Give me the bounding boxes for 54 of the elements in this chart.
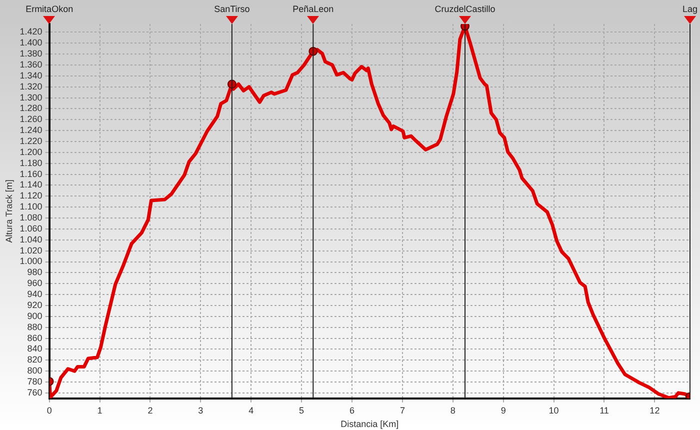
y-tick-label: 1.320 (20, 81, 42, 92)
y-tick-label: 1.160 (20, 168, 42, 179)
x-tick-label: 3 (198, 405, 204, 416)
y-tick-label: 760 (27, 387, 42, 398)
y-tick-label: 1.400 (20, 38, 42, 48)
x-tick-label: 0 (46, 405, 52, 416)
y-tick-label: 900 (27, 310, 42, 321)
y-tick-label: 1.100 (20, 202, 42, 212)
y-tick-label: 1.380 (20, 48, 42, 59)
y-tick-label: 1.040 (20, 234, 42, 244)
x-tick-label: 9 (500, 405, 506, 416)
x-axis-title: Distancia [Km] (340, 419, 399, 430)
y-tick-label: 1.420 (20, 26, 42, 37)
y-tick-label: 1.180 (20, 158, 42, 168)
y-tick-label: 820 (27, 354, 42, 365)
x-tick-label: 7 (400, 405, 405, 416)
y-tick-label: 1.080 (20, 212, 42, 223)
y-tick-label: 920 (27, 300, 42, 310)
ref-line-label: CruzdelCastillo (434, 4, 496, 14)
ref-line-label: SanTirso (214, 4, 250, 14)
y-tick-label: 940 (27, 289, 42, 300)
x-tick-label: 10 (548, 405, 559, 416)
x-tick-label: 8 (450, 405, 456, 416)
x-tick-label: 1 (97, 405, 102, 416)
x-tick-label: 12 (650, 405, 660, 416)
y-tick-label: 880 (27, 322, 42, 332)
ref-line-label: ErmitaOkon (26, 4, 74, 14)
y-tick-label: 860 (27, 332, 42, 343)
y-tick-label: 1.060 (20, 223, 42, 234)
y-tick-label: 1.000 (20, 256, 42, 266)
y-tick-label: 1.240 (20, 125, 42, 136)
y-tick-label: 780 (27, 376, 42, 386)
y-tick-label: 800 (27, 366, 42, 376)
y-tick-label: 1.340 (20, 70, 42, 80)
y-tick-label: 1.120 (20, 190, 42, 201)
y-tick-label: 840 (27, 344, 42, 354)
x-tick-label: 4 (248, 405, 254, 416)
x-tick-label: 6 (349, 405, 355, 416)
y-tick-label: 1.020 (20, 245, 42, 256)
y-tick-label: 980 (27, 267, 42, 278)
y-tick-label: 1.300 (20, 92, 42, 102)
x-tick-label: 2 (148, 405, 153, 416)
y-tick-label: 1.140 (20, 180, 42, 190)
y-tick-label: 1.200 (20, 146, 42, 157)
x-tick-label: 11 (600, 405, 609, 416)
y-tick-label: 960 (27, 278, 42, 288)
y-tick-label: 1.280 (20, 103, 42, 114)
ref-line-label: PeñaLeon (292, 4, 334, 14)
y-tick-label: 1.260 (20, 114, 42, 124)
y-tick-label: 1.220 (20, 136, 42, 146)
x-tick-label: 5 (299, 405, 304, 416)
ref-line-label: Lag (682, 4, 698, 14)
y-tick-label: 1.360 (20, 59, 42, 70)
y-axis-title: Altura Track [m] (4, 180, 14, 243)
